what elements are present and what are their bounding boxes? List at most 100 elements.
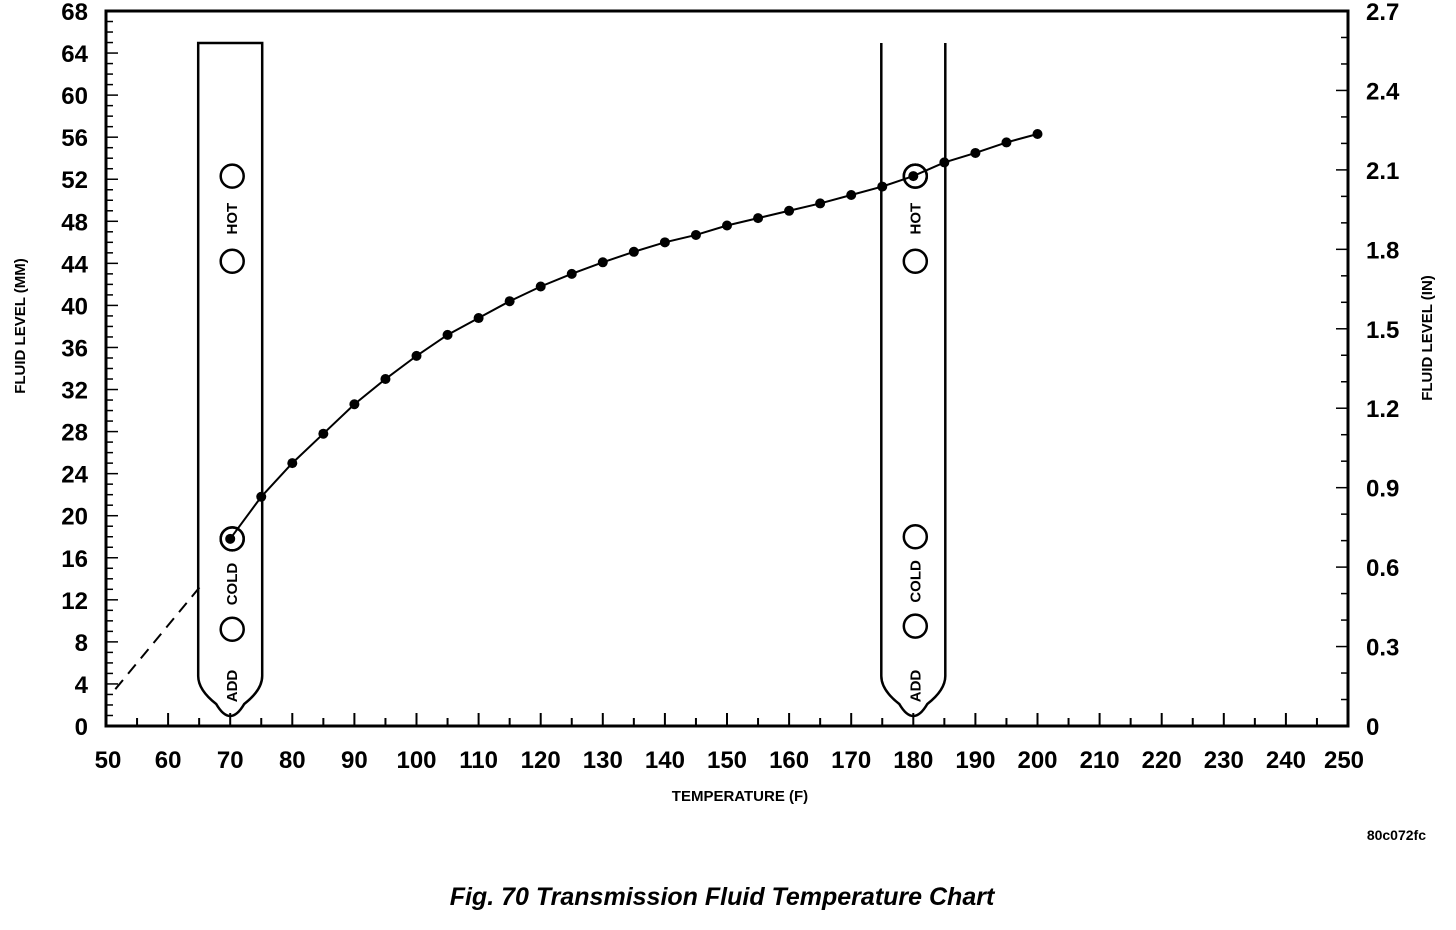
- y-axis-title-right: FLUID LEVEL (IN): [1419, 275, 1436, 401]
- dipstick-label-cold: COLD: [907, 560, 924, 603]
- dipstick-label-hot: HOT: [907, 203, 924, 235]
- y-tick-label: 28: [61, 420, 88, 447]
- series-layer: [114, 129, 1043, 690]
- y-tick-label: 32: [61, 378, 88, 405]
- data-point: [784, 205, 795, 216]
- dipstick-label-cold: COLD: [224, 563, 241, 606]
- y2-tick-label: 1.5: [1366, 317, 1399, 344]
- data-point: [939, 157, 950, 168]
- y2-tick-label: 0.9: [1366, 476, 1399, 503]
- y-tick-label: 20: [61, 504, 88, 531]
- y-tick-label: 64: [61, 41, 88, 68]
- x-tick-label: 210: [1080, 747, 1120, 774]
- data-point: [504, 296, 515, 307]
- data-point: [908, 171, 919, 182]
- axes-layer: 50 60 70 80 90 100 110 120 130 140 150 160 170 180 190…: [61, 0, 1400, 774]
- y-tick-label: 24: [61, 462, 88, 489]
- y2-tick-label: 2.4: [1366, 78, 1400, 105]
- x-tick-label: 200: [1017, 747, 1057, 774]
- figure-caption: Fig. 70 Transmission Fluid Temperature C…: [450, 883, 996, 911]
- x-axis-title: TEMPERATURE (F): [672, 788, 808, 805]
- dipstick-label-add: ADD: [907, 670, 924, 703]
- y-tick-label: 40: [61, 293, 88, 320]
- dipstick-label-hot: HOT: [224, 203, 241, 235]
- data-point: [1001, 137, 1012, 148]
- data-point: [442, 329, 453, 340]
- x-tick-label: 150: [707, 747, 747, 774]
- data-point: [628, 246, 639, 257]
- data-point: [877, 181, 888, 192]
- data-point: [287, 458, 298, 469]
- y-tick-label: 36: [61, 335, 88, 362]
- x-tick-label: 190: [955, 747, 995, 774]
- y-tick-label: 48: [61, 209, 88, 236]
- x-tick-label: 180: [893, 747, 933, 774]
- x-tick-label: 60: [155, 747, 182, 774]
- highlighted-level-ring: [902, 163, 929, 189]
- y-tick-label: 44: [61, 251, 88, 278]
- x-tick-label: 220: [1142, 747, 1182, 774]
- y-tick-label: 12: [61, 588, 88, 615]
- data-point: [690, 229, 701, 240]
- data-point: [473, 313, 484, 324]
- dipstick-mark-circle: [219, 616, 245, 643]
- x-tick-label: 170: [831, 747, 871, 774]
- highlighted-level-ring: [219, 526, 245, 552]
- data-point: [659, 237, 670, 248]
- x-tick-label: 130: [583, 747, 623, 774]
- y2-tick-label: 0: [1366, 714, 1379, 741]
- data-point: [411, 350, 422, 361]
- y2-tick-label: 1.8: [1366, 237, 1399, 264]
- x-tick-label: 70: [217, 747, 244, 774]
- y-tick-label: 4: [75, 672, 89, 699]
- series-line-1: [229, 133, 1038, 540]
- y-tick-label: 0: [75, 714, 88, 741]
- y-tick-label: 56: [61, 125, 88, 152]
- dipstick-label-add: ADD: [224, 670, 241, 703]
- x-tick-label: 120: [521, 747, 561, 774]
- x-tick-label: 240: [1266, 747, 1306, 774]
- y-tick-label: 68: [61, 0, 88, 26]
- x-tick-label: 250: [1324, 747, 1364, 774]
- y-tick-label: 16: [61, 546, 88, 573]
- x-tick-label: 80: [279, 747, 306, 774]
- series-line-2: [114, 583, 204, 690]
- dipstick-mark-circle: [219, 248, 245, 274]
- dipstick-mark-circle: [902, 248, 929, 274]
- plot-frame: [104, 9, 1350, 728]
- data-point: [380, 374, 391, 385]
- dipstick-mark-circle: [219, 163, 245, 189]
- x-tick-label: 50: [95, 747, 122, 774]
- y2-tick-label: 0.3: [1366, 635, 1399, 662]
- y-axis-title-left: FLUID LEVEL (MM): [12, 258, 29, 394]
- dipstick-2: HOT COLD ADD: [880, 43, 947, 718]
- data-point: [815, 198, 826, 209]
- dipstick-mark-circle: [902, 523, 929, 550]
- x-tick-label: 140: [645, 747, 685, 774]
- data-point: [597, 257, 608, 268]
- data-point: [1032, 129, 1043, 140]
- data-point: [970, 147, 981, 158]
- x-tick-label: 110: [459, 747, 498, 774]
- data-point: [225, 533, 236, 544]
- y-tick-label: 8: [75, 630, 88, 657]
- y-tick-label: 52: [61, 167, 88, 194]
- data-point: [566, 268, 577, 279]
- dipstick-mark-circle: [902, 613, 929, 639]
- dipstick-1: HOT COLD ADD: [196, 41, 264, 718]
- data-point: [535, 281, 546, 292]
- dipstick-outline: [196, 41, 264, 718]
- dipstick-layer: HOT COLD ADD HOT COLD ADD: [196, 41, 947, 718]
- data-point: [318, 428, 329, 439]
- x-tick-label: 100: [396, 747, 436, 774]
- data-point: [256, 491, 267, 502]
- y-tick-label: 60: [61, 83, 88, 110]
- x-tick-label: 90: [341, 747, 368, 774]
- x-tick-label: 160: [769, 747, 809, 774]
- y2-tick-label: 1.2: [1366, 396, 1399, 423]
- x-tick-label: 230: [1204, 747, 1244, 774]
- data-point: [753, 213, 764, 224]
- y2-tick-label: 2.7: [1366, 0, 1399, 26]
- data-point: [846, 190, 857, 201]
